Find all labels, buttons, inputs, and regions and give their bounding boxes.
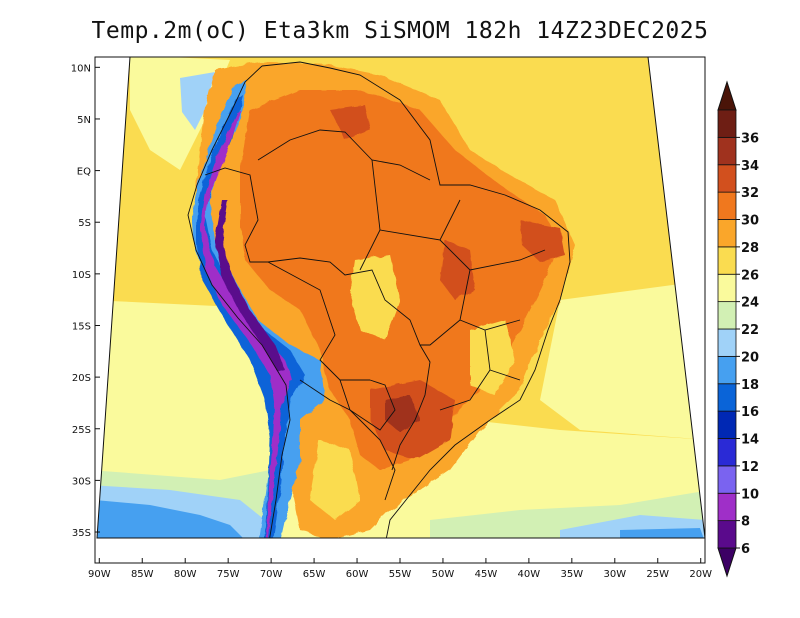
pampas-cool (310, 440, 360, 520)
atlantic-coastline (261, 61, 571, 538)
colorbar-segment (717, 109, 737, 138)
lon-tick-label: 35W (561, 569, 584, 580)
lat-tick-label: 5N (77, 115, 91, 126)
lon-tick-label: 30W (603, 569, 626, 580)
longitude-axis: 90W 85W 80W 75W 70W 65W 60W 55W 50W 45W 40W 35W 30W 2… (88, 558, 712, 580)
colorbar-segment (717, 246, 737, 275)
lon-tick-label: 70W (260, 569, 283, 580)
colorbar-label: 32 (741, 186, 759, 201)
lat-tick-label: 10N (71, 63, 91, 74)
lat-tick-label: 35S (72, 528, 91, 539)
lat-tick-label: 15S (72, 321, 91, 332)
atlantic-pale-band (540, 280, 705, 440)
lat-tick-label: 20S (72, 373, 91, 384)
lat-tick-label: 5S (78, 218, 91, 229)
lat-tick-label: 25S (72, 425, 91, 436)
colorbar-label: 30 (741, 214, 759, 229)
colorbar-segment (717, 191, 737, 220)
lon-tick-label: 60W (346, 569, 369, 580)
colorbar-label: 10 (741, 487, 759, 502)
lon-tick-label: 25W (646, 569, 669, 580)
colorbar-segment (717, 219, 737, 248)
colorbar-label: 36 (741, 131, 759, 146)
brazil-states (359, 159, 546, 411)
colorbar-label: 14 (741, 433, 759, 448)
lon-tick-label: 45W (475, 569, 498, 580)
colorbar-over-arrow (717, 80, 737, 111)
argentina-border (299, 379, 396, 501)
colorbar-label: 22 (741, 323, 759, 338)
lon-tick-label: 40W (518, 569, 541, 580)
lon-tick-label: 90W (88, 569, 111, 580)
colorbar-segment (717, 492, 737, 522)
brazil-border (267, 257, 431, 471)
colorbar-label: 24 (741, 296, 759, 311)
colorbar-label: 12 (741, 460, 759, 475)
colorbar-label: 8 (741, 515, 750, 530)
colorbar-segment (717, 355, 737, 385)
country-borders (187, 61, 571, 538)
colorbar-segment (717, 273, 737, 303)
colorbar-segment (717, 164, 737, 193)
cool-center (350, 255, 400, 340)
colorbar-segment (717, 328, 737, 357)
colorbar-label: 18 (741, 378, 759, 393)
lon-tick-label: 65W (303, 569, 326, 580)
lon-tick-label: 80W (174, 569, 197, 580)
bolivia-border (267, 261, 370, 381)
lat-tick-label: EQ (77, 167, 91, 178)
pacific-coastline (187, 65, 291, 538)
south-atlantic-deep (620, 528, 705, 538)
colorbar-segment (717, 410, 737, 439)
hot-patch-north (330, 105, 370, 140)
colorbar-label: 20 (741, 350, 759, 365)
colorbar-segment (717, 383, 737, 412)
lon-tick-label: 55W (389, 569, 412, 580)
hottest-spot (385, 395, 420, 432)
colorbar-label: 16 (741, 405, 759, 420)
cool-highlands (470, 320, 515, 395)
lon-tick-label: 85W (131, 569, 154, 580)
north-borders (257, 129, 431, 181)
lon-tick-label: 20W (689, 569, 712, 580)
andes-blue (192, 80, 325, 538)
colorbar-segment (717, 438, 737, 467)
colorbar-under-arrow (717, 547, 737, 578)
hot-patch-east (440, 240, 475, 300)
paraguay-border (339, 379, 396, 431)
andean-borders (204, 167, 268, 263)
colorbar: 6 8 10 12 14 16 18 20 22 24 26 28 30 32 34 36 (717, 80, 759, 578)
lat-tick-label: 30S (72, 476, 91, 487)
colorbar-label: 28 (741, 241, 759, 256)
lon-tick-label: 50W (432, 569, 455, 580)
colorbar-segment (717, 520, 737, 549)
lat-tick-label: 10S (72, 270, 91, 281)
colorbar-label: 34 (741, 159, 759, 174)
lon-tick-label: 75W (217, 569, 240, 580)
colorbar-segment (717, 465, 737, 494)
colorbar-label: 26 (741, 268, 759, 283)
andes-summit (215, 200, 285, 372)
colorbar-label: 6 (741, 542, 750, 557)
latitude-axis: 10N 5N EQ 5S 10S 15S 20S 25S 30S 35S (71, 63, 100, 539)
colorbar-segment (717, 136, 737, 166)
temperature-field (97, 57, 705, 538)
map-title: Temp.2m(oC) Eta3km SiSMOM 182h 14Z23DEC2… (91, 18, 709, 44)
hot-patch-northeast (520, 220, 565, 262)
colorbar-segment (717, 301, 737, 330)
north-pacific-blue (180, 72, 215, 130)
